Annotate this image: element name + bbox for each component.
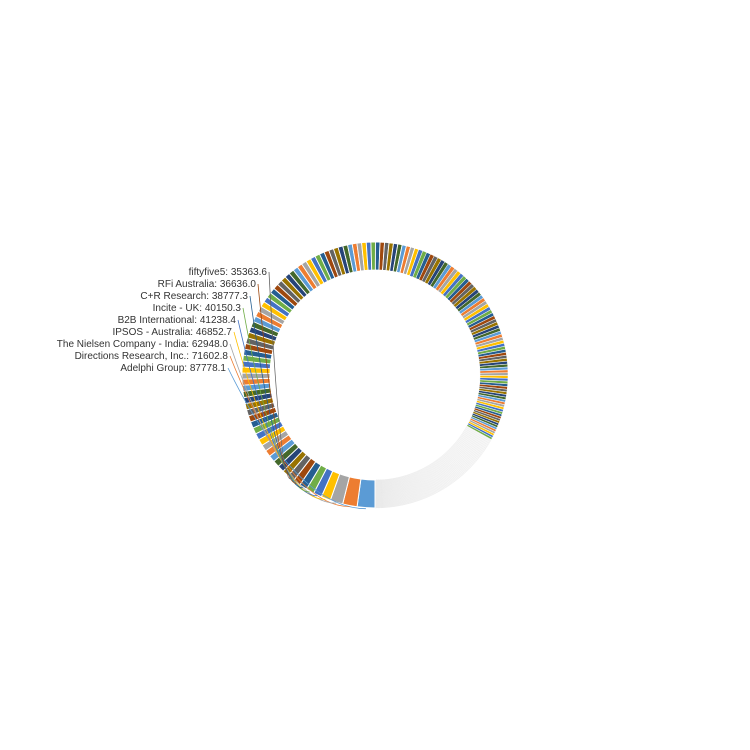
tail-slice xyxy=(370,241,376,271)
data-label: The Nielsen Company - India: 62948.0 xyxy=(57,339,229,350)
data-label: fiftyfive5: 35363.6 xyxy=(189,267,268,278)
leader-line xyxy=(249,295,303,489)
tail-slices xyxy=(241,241,509,509)
data-label: C+R Research: 38777.3 xyxy=(140,291,248,302)
leader-line xyxy=(257,283,297,484)
leader-line xyxy=(268,271,291,480)
data-label: Incite - UK: 40150.3 xyxy=(153,303,242,314)
data-label: Adelphi Group: 87778.1 xyxy=(120,363,226,374)
data-label: RFi Australia: 36636.0 xyxy=(158,279,257,290)
leader-line xyxy=(242,307,310,493)
leader-line xyxy=(233,331,326,500)
data-label: Directions Research, Inc.: 71602.8 xyxy=(75,351,229,362)
data-label: IPSOS - Australia: 46852.7 xyxy=(112,327,232,338)
leader-line xyxy=(237,319,318,497)
data-label: B2B International: 41238.4 xyxy=(118,315,237,326)
tail-slice xyxy=(479,372,509,376)
leader-lines xyxy=(227,271,366,510)
leader-line xyxy=(229,355,350,507)
